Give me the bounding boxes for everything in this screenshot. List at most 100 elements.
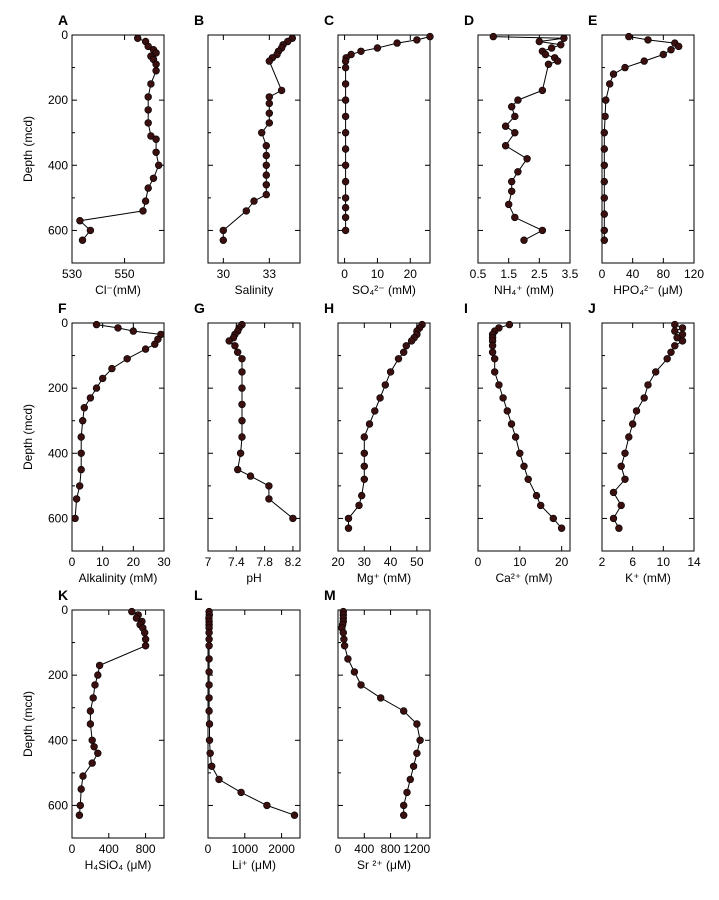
x-tick-label-G-7: 7 [205,555,212,569]
data-point-K-15 [88,736,96,744]
data-point-M-9 [344,655,352,663]
data-point-L-18 [215,775,223,784]
data-point-H-13 [365,420,374,428]
data-point-H-7 [400,348,408,356]
panel-letter-D: D [464,12,474,28]
data-point-A-0 [134,34,142,42]
data-point-I-16 [520,462,528,470]
data-point-B-17 [262,171,270,179]
data-point-K-6 [141,629,149,637]
plot-frame-H [337,322,431,552]
x-axis-label-B: Salinity [235,283,274,297]
data-point-H-14 [360,433,368,441]
data-point-E-12 [600,129,608,137]
data-point-F-1 [114,324,122,332]
data-point-K-9 [95,661,104,670]
x-axis-label-E: HPO₄²⁻ (μM) [613,283,682,297]
data-point-A-8 [152,67,160,75]
data-point-E-4 [667,45,675,54]
data-point-H-6 [402,342,410,350]
data-point-J-14 [625,433,633,441]
y-tick-label-A-400: 400 [48,158,68,172]
data-point-J-19 [617,501,625,510]
data-point-D-6 [541,50,550,59]
data-point-G-8 [238,355,246,363]
series-line-L [208,611,295,816]
x-tick-label-G-7.4: 7.4 [228,555,245,569]
plot-frame-A [71,34,165,264]
data-point-A-7 [152,60,160,69]
data-point-C-14 [341,161,350,170]
data-point-A-23 [78,236,87,244]
plot-frame-C [337,34,431,264]
x-tick-label-D-1.5: 1.5 [500,267,517,281]
x-tick-label-J-14: 14 [687,555,701,569]
data-point-A-16 [155,161,163,170]
data-point-K-10 [94,671,102,679]
data-point-H-9 [386,368,395,376]
x-tick-label-M-1200: 1200 [404,842,431,856]
data-point-L-15 [205,736,214,744]
x-axis-label-C: SO₄²⁻ (mM) [352,283,416,297]
data-point-C-16 [341,194,350,202]
x-axis-label-J: K⁺ (mM) [625,571,671,585]
data-point-G-9 [238,368,246,376]
x-tick-label-L-0: 0 [205,842,212,856]
data-point-A-12 [144,119,152,127]
data-point-D-17 [523,155,531,163]
plot-frame-M [337,609,431,839]
panel-letter-K: K [58,587,68,603]
data-point-E-1 [644,36,652,44]
data-point-D-4 [547,44,556,52]
data-point-D-20 [508,187,516,196]
data-point-D-16 [501,142,510,150]
data-point-A-19 [141,197,150,205]
x-tick-label-H-50: 50 [410,555,424,569]
data-point-D-3 [557,41,565,49]
data-point-E-5 [659,50,667,59]
data-point-F-9 [98,374,107,383]
data-point-D-21 [505,200,513,209]
data-point-L-10 [205,668,213,676]
data-point-G-6 [231,342,239,350]
x-axis-label-L: Li⁺ (μM) [232,858,276,872]
data-point-A-2 [144,42,152,51]
x-tick-label-F-0: 0 [69,555,76,569]
data-point-E-11 [601,112,609,121]
x-tick-label-E-40: 40 [626,267,640,281]
data-point-L-7 [205,635,213,643]
data-point-M-20 [400,801,408,810]
x-tick-label-E-120: 120 [684,267,704,281]
y-tick-label-K-0: 0 [61,603,68,617]
x-tick-label-I-10: 10 [513,555,527,569]
data-point-F-2 [129,327,138,335]
x-tick-label-F-30: 30 [157,555,171,569]
data-point-H-17 [360,475,368,483]
data-point-L-11 [205,681,213,689]
data-point-J-21 [615,524,623,532]
data-point-M-12 [377,694,385,702]
x-tick-label-C-10: 10 [371,267,385,281]
data-point-C-4 [357,47,365,55]
data-point-L-21 [290,811,299,819]
data-point-B-19 [262,190,270,199]
data-point-D-14 [501,122,510,130]
x-tick-label-L-1000: 1000 [231,842,258,856]
data-point-G-10 [238,384,246,392]
data-point-F-17 [75,482,84,490]
data-point-L-6 [205,629,213,637]
y-tick-label-K-200: 200 [48,668,68,682]
panel-letter-L: L [194,587,203,603]
data-point-J-9 [651,368,660,376]
data-point-E-17 [600,210,608,218]
data-point-K-17 [94,749,102,757]
series-line-M [341,611,421,816]
data-point-D-9 [544,60,553,69]
data-point-G-16 [246,472,255,480]
y-tick-label-A-0: 0 [61,28,68,42]
data-point-D-22 [511,213,519,222]
data-point-K-11 [91,681,99,689]
x-tick-label-K-400: 400 [99,842,119,856]
data-point-H-15 [360,449,368,457]
